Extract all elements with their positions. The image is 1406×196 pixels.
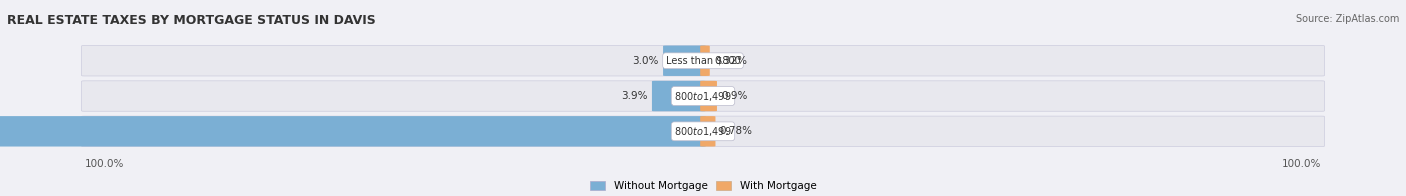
Text: 100.0%: 100.0% [1282, 159, 1322, 169]
Text: $800 to $1,499: $800 to $1,499 [675, 125, 731, 138]
Text: 0.78%: 0.78% [720, 126, 752, 136]
Text: 3.0%: 3.0% [633, 56, 659, 66]
Text: 0.9%: 0.9% [721, 91, 748, 101]
Text: Source: ZipAtlas.com: Source: ZipAtlas.com [1295, 14, 1399, 24]
Text: 100.0%: 100.0% [84, 159, 124, 169]
Text: 0.32%: 0.32% [714, 56, 747, 66]
Text: REAL ESTATE TAXES BY MORTGAGE STATUS IN DAVIS: REAL ESTATE TAXES BY MORTGAGE STATUS IN … [7, 14, 375, 27]
Text: 3.9%: 3.9% [621, 91, 648, 101]
Legend: Without Mortgage, With Mortgage: Without Mortgage, With Mortgage [589, 181, 817, 191]
Text: Less than $800: Less than $800 [665, 56, 741, 66]
Text: $800 to $1,499: $800 to $1,499 [675, 90, 731, 103]
